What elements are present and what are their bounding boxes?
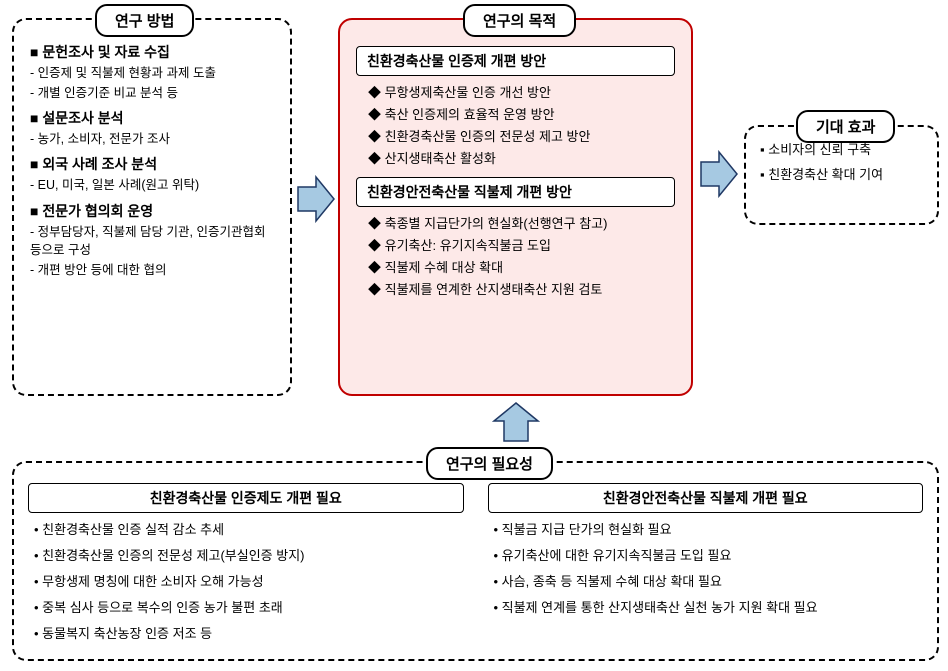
arrow-up-icon — [492, 399, 540, 445]
arrow-right-1-icon — [294, 175, 336, 223]
arrow-right-2-icon — [697, 150, 739, 198]
purpose-item: ◆ 축산 인증제의 효율적 운영 방안 — [364, 104, 675, 123]
necessity-right: 친환경안전축산물 직불제 개편 필요 • 직불금 지급 단가의 현실화 필요 •… — [488, 483, 924, 649]
purpose-item: ◆ 유기축산: 유기지속직불금 도입 — [364, 235, 675, 254]
necessity-left: 친환경축산물 인증제도 개편 필요 • 친환경축산물 인증 실적 감소 추세 •… — [28, 483, 464, 649]
effect-title: 기대 효과 — [796, 110, 895, 143]
purpose-title: 연구의 목적 — [463, 4, 576, 37]
purpose-item: ◆ 친환경축산물 인증의 전문성 제고 방안 — [364, 126, 675, 145]
necessity-item: • 직불제 연계를 통한 산지생태축산 실천 농가 지원 확대 필요 — [492, 597, 924, 616]
method-sub-3-0: - 정부담당자, 직불제 담당 기관, 인증기관협회 등으로 구성 — [30, 223, 274, 259]
method-sub-0-0: - 인증제 및 직불제 현황과 과제 도출 — [30, 64, 274, 82]
method-section: ■ 설문조사 분석 - 농가, 소비자, 전문가 조사 — [30, 108, 274, 148]
necessity-left-title: 친환경축산물 인증제도 개편 필요 — [28, 483, 464, 513]
purpose-item: ◆ 축종별 지급단가의 현실화(선행연구 참고) — [364, 213, 675, 232]
necessity-item: • 유기축산에 대한 유기지속직불금 도입 필요 — [492, 545, 924, 564]
effect-item: ▪ 소비자의 신뢰 구축 — [758, 141, 925, 159]
method-head-1: ■ 설문조사 분석 — [30, 108, 274, 128]
purpose-item: ◆ 산지생태축산 활성화 — [364, 148, 675, 167]
necessity-right-title: 친환경안전축산물 직불제 개편 필요 — [488, 483, 924, 513]
necessity-title: 연구의 필요성 — [426, 447, 553, 480]
necessity-box: 친환경축산물 인증제도 개편 필요 • 친환경축산물 인증 실적 감소 추세 •… — [12, 461, 939, 661]
method-sub-2-0: - EU, 미국, 일본 사례(원고 위탁) — [30, 176, 274, 194]
method-sub-1-0: - 농가, 소비자, 전문가 조사 — [30, 130, 274, 148]
necessity-item: • 친환경축산물 인증의 전문성 제고(부실인증 방지) — [32, 545, 464, 564]
method-head-0: ■ 문헌조사 및 자료 수집 — [30, 42, 274, 62]
method-section: ■ 문헌조사 및 자료 수집 - 인증제 및 직불제 현황과 과제 도출 - 개… — [30, 42, 274, 102]
purpose-item: ◆ 직불제를 연계한 산지생태축산 지원 검토 — [364, 279, 675, 298]
necessity-item: • 중복 심사 등으로 복수의 인증 농가 불편 초래 — [32, 597, 464, 616]
effect-item: ▪ 친환경축산 확대 기여 — [758, 166, 925, 184]
method-section: ■ 외국 사례 조사 분석 - EU, 미국, 일본 사례(원고 위탁) — [30, 154, 274, 194]
necessity-item: • 친환경축산물 인증 실적 감소 추세 — [32, 519, 464, 538]
purpose-item: ◆ 무항생제축산물 인증 개선 방안 — [364, 82, 675, 101]
method-sub-0-1: - 개별 인증기준 비교 분석 등 — [30, 84, 274, 102]
method-title: 연구 방법 — [95, 4, 194, 37]
necessity-item: • 사슴, 종축 등 직불제 수혜 대상 확대 필요 — [492, 571, 924, 590]
method-box: ■ 문헌조사 및 자료 수집 - 인증제 및 직불제 현황과 과제 도출 - 개… — [12, 18, 292, 396]
necessity-item: • 무항생제 명칭에 대한 소비자 오해 가능성 — [32, 571, 464, 590]
necessity-item: • 직불금 지급 단가의 현실화 필요 — [492, 519, 924, 538]
necessity-item: • 동물복지 축산농장 인증 저조 등 — [32, 623, 464, 642]
purpose-block2-title: 친환경안전축산물 직불제 개편 방안 — [356, 177, 675, 207]
method-head-3: ■ 전문가 협의회 운영 — [30, 201, 274, 221]
method-sub-3-1: - 개편 방안 등에 대한 협의 — [30, 261, 274, 279]
method-head-2: ■ 외국 사례 조사 분석 — [30, 154, 274, 174]
method-section: ■ 전문가 협의회 운영 - 정부담당자, 직불제 담당 기관, 인증기관협회 … — [30, 201, 274, 279]
purpose-item: ◆ 직불제 수혜 대상 확대 — [364, 257, 675, 276]
purpose-box: 친환경축산물 인증제 개편 방안 ◆ 무항생제축산물 인증 개선 방안 ◆ 축산… — [338, 18, 693, 396]
purpose-block1-title: 친환경축산물 인증제 개편 방안 — [356, 46, 675, 76]
